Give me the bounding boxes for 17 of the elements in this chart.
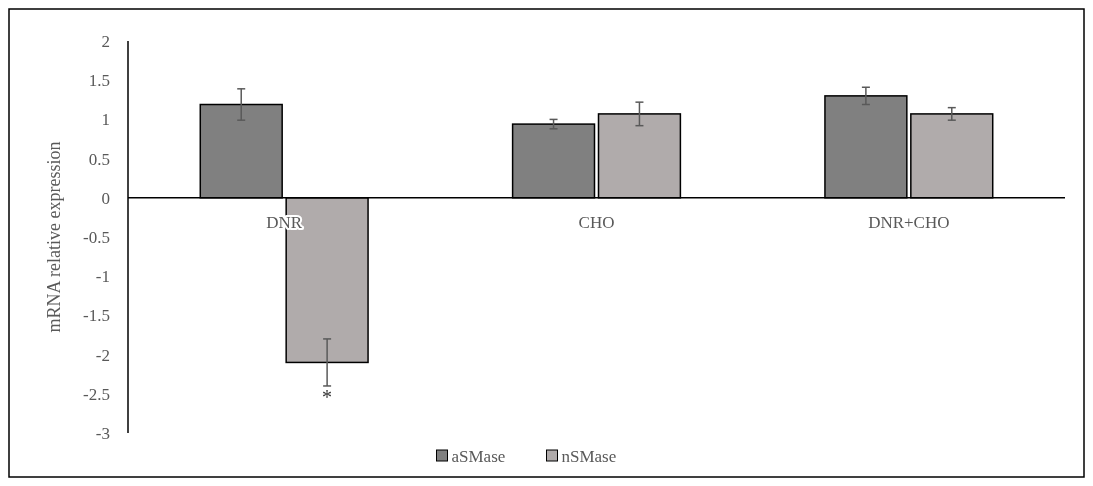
x-tick-label: CHO — [578, 212, 615, 232]
y-tick-label: -2.5 — [83, 384, 110, 404]
y-axis-title: mRNA relative expression — [44, 141, 64, 333]
legend-label: nSMase — [561, 446, 617, 466]
y-tick-label: -1 — [95, 267, 110, 287]
y-tick-label: -3 — [95, 423, 110, 443]
y-tick-label: -1.5 — [83, 306, 110, 326]
y-tick-label: 1.5 — [88, 71, 110, 91]
y-tick-label: 0 — [101, 188, 110, 208]
x-tick-label: DNR+CHO — [868, 212, 950, 232]
y-tick-label: 1 — [101, 110, 110, 130]
y-tick-label: -2 — [95, 345, 110, 365]
y-tick-label: 2 — [101, 31, 110, 51]
y-tick-label: -0.5 — [83, 227, 110, 247]
y-tick-label: 0.5 — [88, 149, 110, 169]
annotation: * — [322, 385, 333, 408]
legend-label: aSMase — [451, 446, 506, 466]
